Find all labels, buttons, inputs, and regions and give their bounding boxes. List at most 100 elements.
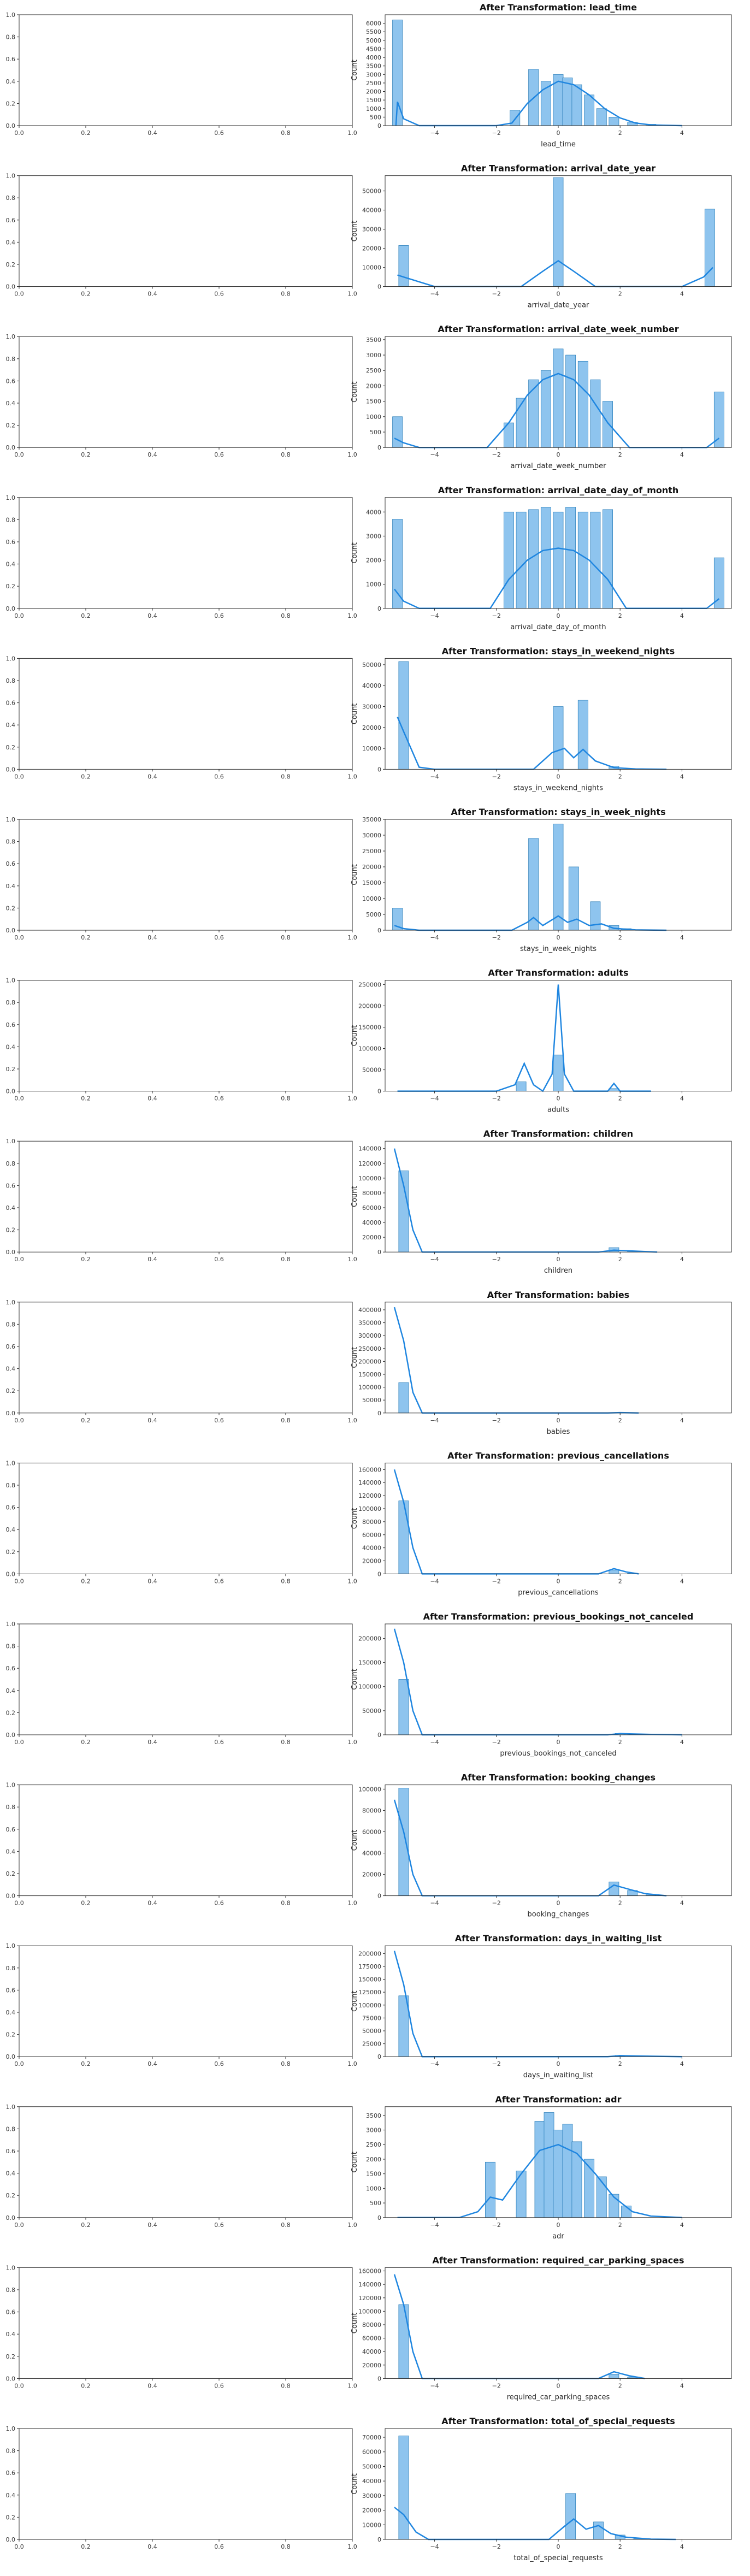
histogram-bar <box>398 661 409 770</box>
y-axis-label: Count <box>351 1025 359 1047</box>
y-tick-label: 0.0 <box>6 1732 16 1739</box>
y-tick-label: 50000 <box>362 1397 381 1404</box>
y-axis-label: Count <box>351 2152 359 2173</box>
empty-axes-3: 0.0 0.2 0.4 0.6 0.8 1.0 0.0 0.2 0.4 0.6 0.8 1.0 <box>6 494 357 619</box>
histogram-bar <box>577 511 588 609</box>
y-tick-label: 40000 <box>362 1850 381 1857</box>
y-tick-label: 0.4 <box>6 1366 16 1373</box>
y-tick-label: 40000 <box>362 2348 381 2355</box>
histogram-bar <box>534 2121 545 2218</box>
histogram-frame <box>385 1302 732 1414</box>
x-tick-label: 0.4 <box>147 2060 157 2067</box>
empty-axes-frame <box>19 1462 353 1574</box>
y-tick-label: 2500 <box>366 367 381 374</box>
y-tick-label: 150000 <box>358 1371 381 1378</box>
x-tick-label: 2 <box>618 773 622 780</box>
x-tick-label: 0.0 <box>14 1095 24 1102</box>
y-tick-label: 350000 <box>358 1320 381 1327</box>
y-tick-label: 0.0 <box>6 444 16 451</box>
y-tick-label: 60000 <box>362 1204 381 1212</box>
x-tick-label: 0 <box>557 291 560 298</box>
histogram-10: After Transformation: previous_bookings_… <box>351 1611 732 1758</box>
y-axis-label: Count <box>351 1508 359 1529</box>
x-tick-label: 0.6 <box>214 1095 224 1102</box>
y-tick-label: 10000 <box>362 895 381 902</box>
y-tick-label: 0.6 <box>6 1826 16 1833</box>
y-tick-label: 0.0 <box>6 283 16 291</box>
y-tick-label: 200000 <box>358 1358 381 1365</box>
x-tick-label: 0.0 <box>14 2543 24 2550</box>
x-tick-label: 0.4 <box>147 934 157 941</box>
x-tick-label: 2 <box>618 2060 622 2067</box>
x-tick-label: 1.0 <box>347 2382 357 2389</box>
x-tick-label: 0.0 <box>14 1900 24 1907</box>
y-tick-label: 1000 <box>366 413 381 421</box>
x-tick-label: 0.0 <box>14 2382 24 2389</box>
kde-line <box>393 1628 682 1736</box>
x-tick-label: −2 <box>492 2382 501 2389</box>
y-tick-label: 20000 <box>362 245 381 252</box>
x-tick-label: 4 <box>680 291 684 298</box>
y-tick-label: 6000 <box>366 20 381 27</box>
chart-title: After Transformation: previous_bookings_… <box>423 1611 694 1622</box>
empty-axes-10: 0.0 0.2 0.4 0.6 0.8 1.0 0.0 0.2 0.4 0.6 0.8 1.0 <box>6 1621 357 1746</box>
x-tick-label: −2 <box>492 291 501 298</box>
y-tick-label: 0 <box>377 1088 381 1095</box>
y-tick-label: 50000 <box>362 661 381 669</box>
y-tick-label: 0.6 <box>6 539 16 546</box>
y-tick-label: 20000 <box>362 2507 381 2514</box>
x-tick-label: 0.0 <box>14 1256 24 1263</box>
empty-axes-12: 0.0 0.2 0.4 0.6 0.8 1.0 0.0 0.2 0.4 0.6 0.8 1.0 <box>6 1942 357 2067</box>
x-tick-label: 0.2 <box>81 1739 91 1746</box>
y-tick-label: 0.8 <box>6 356 16 363</box>
empty-axes-9: 0.0 0.2 0.4 0.6 0.8 1.0 0.0 0.2 0.4 0.6 0.8 1.0 <box>6 1460 357 1585</box>
y-tick-label: 0.8 <box>6 1160 16 1167</box>
x-tick-label: 0.6 <box>214 2060 224 2067</box>
y-tick-label: 0.2 <box>6 261 16 268</box>
y-tick-label: 400000 <box>358 1307 381 1314</box>
y-tick-label: 3000 <box>366 2127 381 2134</box>
histogram-bar <box>590 379 601 448</box>
y-tick-label: 15000 <box>362 879 381 887</box>
x-tick-label: 0.0 <box>14 612 24 619</box>
kde-line <box>393 1469 639 1575</box>
x-axis-label: previous_cancellations <box>518 1588 599 1597</box>
x-tick-label: 1.0 <box>347 2221 357 2229</box>
x-tick-label: 0.6 <box>214 291 224 298</box>
x-tick-label: 0 <box>557 612 560 619</box>
x-tick-label: 4 <box>680 2543 684 2550</box>
x-tick-label: −2 <box>492 2060 501 2067</box>
y-tick-label: 0 <box>377 444 381 451</box>
y-tick-label: 0.6 <box>6 2148 16 2155</box>
empty-axes-frame <box>19 2267 353 2379</box>
histogram-frame <box>385 2267 732 2379</box>
x-tick-label: 2 <box>618 1739 622 1746</box>
empty-axes-frame <box>19 1623 353 1735</box>
x-tick-label: 0.0 <box>14 773 24 780</box>
y-axis-label: Count <box>351 542 359 564</box>
x-tick-label: 0.2 <box>81 1256 91 1263</box>
y-tick-label: 1500 <box>366 97 381 104</box>
y-tick-label: 3500 <box>366 336 381 344</box>
x-tick-label: −4 <box>430 1417 439 1424</box>
y-tick-label: 100000 <box>358 2002 381 2009</box>
y-tick-label: 4000 <box>366 54 381 61</box>
x-tick-label: 4 <box>680 451 684 458</box>
x-tick-label: 0.0 <box>14 1417 24 1424</box>
y-tick-label: 40000 <box>362 1545 381 1552</box>
x-tick-label: −4 <box>430 773 439 780</box>
histogram-8: After Transformation: babies 0 50000 100000… <box>351 1290 732 1436</box>
histogram-bar <box>398 245 409 287</box>
y-tick-label: 80000 <box>362 1807 381 1814</box>
y-tick-label: 3000 <box>366 352 381 359</box>
kde-line <box>393 1307 639 1414</box>
x-tick-label: −4 <box>430 451 439 458</box>
histogram-bar <box>590 901 601 931</box>
y-tick-label: 4500 <box>366 45 381 52</box>
histogram-9: After Transformation: previous_cancellat… <box>351 1450 732 1597</box>
y-axis-label: Count <box>351 864 359 885</box>
y-tick-label: 3000 <box>366 71 381 78</box>
x-tick-label: −4 <box>430 1095 439 1102</box>
y-tick-label: 35000 <box>362 816 381 823</box>
histogram-bar <box>398 1500 409 1574</box>
